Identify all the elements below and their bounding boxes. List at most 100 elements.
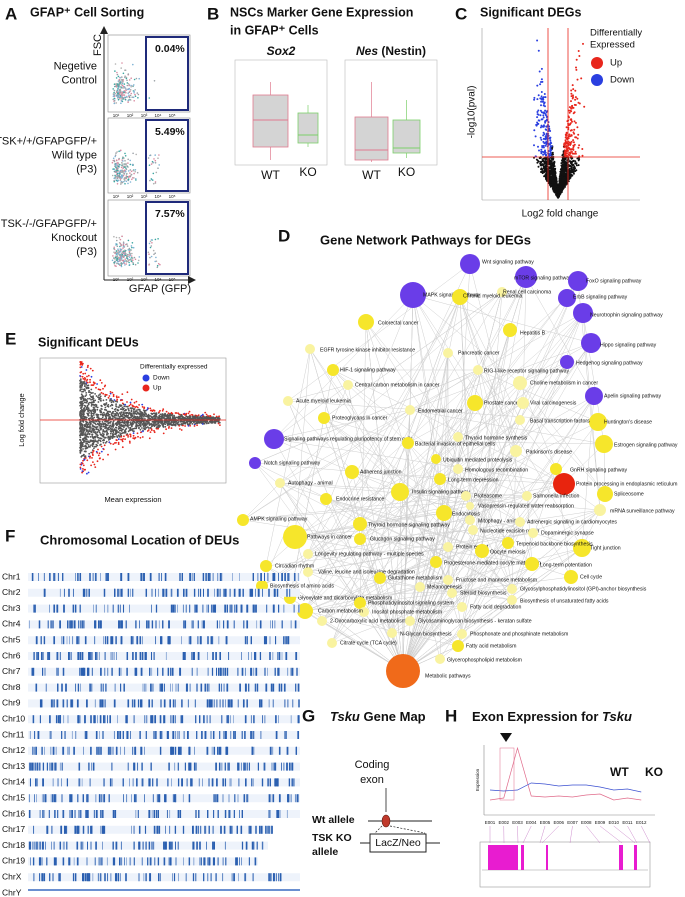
point	[196, 424, 199, 427]
node-label: Mitophagy - animal	[478, 518, 522, 524]
node-label: Huntington's disease	[604, 419, 652, 425]
point	[540, 98, 543, 101]
point	[86, 472, 88, 475]
point	[540, 104, 542, 107]
point	[574, 160, 577, 163]
point	[537, 165, 540, 168]
point	[576, 137, 579, 140]
point	[150, 178, 153, 180]
point	[543, 175, 546, 178]
node-label: Viral carcinogenesis	[530, 400, 577, 406]
point	[93, 447, 95, 450]
point	[158, 424, 161, 426]
point	[539, 83, 542, 86]
panel-letter: D	[278, 226, 290, 245]
node-label: Neurotrophin signaling pathway	[590, 312, 663, 318]
point	[108, 441, 111, 444]
point	[139, 410, 142, 413]
point	[121, 253, 124, 256]
point	[560, 191, 563, 193]
point	[157, 157, 159, 159]
point	[133, 427, 136, 430]
point	[150, 245, 153, 247]
point	[577, 146, 580, 149]
point	[148, 97, 151, 99]
point	[551, 177, 554, 180]
point	[575, 162, 577, 165]
network-edge	[332, 369, 533, 565]
point	[124, 258, 126, 260]
point	[131, 425, 133, 428]
point	[544, 105, 546, 108]
point	[118, 263, 120, 265]
point	[126, 255, 128, 258]
point	[130, 255, 133, 257]
axis-label: GFAP (GFP)	[129, 283, 191, 295]
point	[132, 262, 135, 264]
point	[112, 257, 115, 259]
point	[135, 179, 137, 181]
point	[117, 83, 119, 85]
point	[572, 146, 575, 149]
point	[157, 167, 159, 169]
point	[574, 98, 577, 101]
node-label: Protein processing in endoplasmic reticu…	[576, 481, 678, 487]
node-label: Renal cell carcinoma	[503, 289, 551, 295]
point	[126, 82, 129, 84]
point	[118, 417, 121, 420]
point	[560, 182, 563, 185]
point	[90, 396, 93, 399]
point	[552, 188, 555, 191]
node-label: Thyroid hormone signaling pathway	[368, 522, 450, 528]
network-edge	[331, 547, 583, 644]
point	[158, 425, 161, 428]
point	[87, 397, 89, 400]
point	[116, 421, 119, 424]
network-edge	[409, 409, 605, 445]
point	[577, 133, 580, 136]
point	[544, 170, 546, 173]
point	[115, 166, 117, 169]
point	[84, 457, 87, 459]
network-edge	[332, 369, 565, 485]
point	[157, 238, 159, 240]
point	[80, 366, 83, 368]
point	[168, 426, 171, 428]
point	[570, 129, 573, 132]
point	[139, 436, 142, 439]
point	[112, 393, 115, 396]
point	[113, 413, 115, 415]
node-label: ErbB signaling pathway	[573, 294, 628, 300]
network-edge	[273, 384, 349, 440]
point	[116, 411, 118, 414]
point	[127, 101, 129, 103]
point	[148, 253, 150, 255]
point	[544, 174, 547, 177]
network-node	[589, 413, 607, 431]
node-label: Long-term potentiation	[540, 562, 592, 568]
point	[576, 126, 579, 129]
point	[164, 425, 167, 428]
network-edge	[477, 369, 583, 549]
point	[560, 162, 563, 165]
network-edge	[359, 529, 474, 540]
point	[126, 84, 129, 87]
network-node	[405, 616, 415, 626]
point	[552, 162, 555, 165]
point	[123, 262, 126, 264]
point	[114, 264, 116, 267]
point	[138, 408, 141, 411]
point	[568, 154, 571, 157]
row-label: TSK+/+/GFAPGFP/+	[0, 135, 97, 147]
network-edge	[525, 276, 595, 397]
point	[568, 133, 571, 136]
point	[111, 259, 114, 262]
point	[121, 235, 123, 238]
point	[545, 178, 548, 181]
point	[117, 98, 120, 101]
point	[555, 185, 558, 188]
point	[129, 401, 132, 404]
point	[539, 136, 542, 139]
point	[541, 146, 544, 149]
